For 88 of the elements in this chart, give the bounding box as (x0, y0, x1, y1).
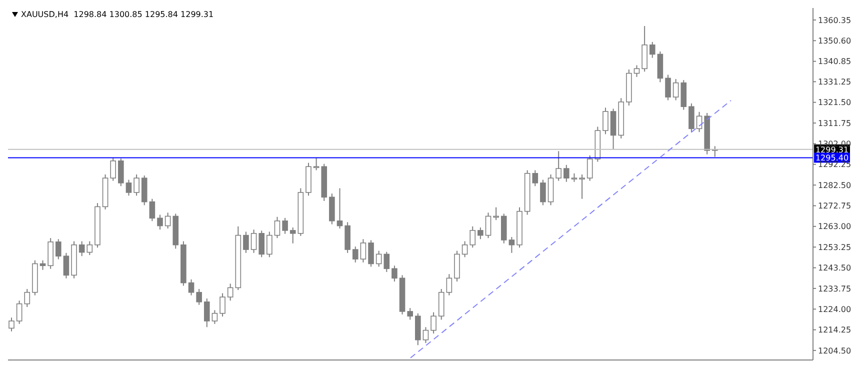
candlestick (649, 41, 656, 58)
candlestick (243, 231, 249, 254)
candlestick (500, 213, 507, 244)
candlestick (86, 240, 93, 256)
candlestick (313, 157, 320, 171)
candlestick (126, 179, 132, 196)
candlestick (586, 154, 593, 182)
candlestick (24, 288, 30, 308)
candlestick (610, 108, 616, 150)
candlestick (548, 174, 554, 206)
y-tick-label: 1243.50 (818, 264, 852, 273)
candlestick (212, 310, 218, 324)
candlestick (149, 198, 156, 222)
candlestick (564, 164, 570, 182)
candlestick (227, 283, 234, 302)
candlestick (63, 252, 70, 279)
y-tick-label: 1292.25 (818, 160, 852, 170)
candlestick (540, 179, 546, 206)
candlestick (16, 300, 22, 324)
candlestick (329, 193, 335, 225)
y-tick-label: 1321.50 (818, 98, 852, 108)
candlestick (642, 26, 648, 72)
candlestick (454, 250, 460, 282)
candlestick (352, 246, 358, 263)
candlestick (141, 175, 148, 206)
candlestick (384, 251, 390, 272)
candlestick (478, 226, 484, 240)
y-tick-label: 1253.25 (818, 242, 852, 252)
candlestick (188, 278, 194, 296)
y-tick-label: 1233.75 (818, 284, 852, 294)
candlestick (266, 231, 272, 258)
candlestick (493, 206, 499, 221)
y-tick-label: 1360.35 (818, 16, 852, 25)
y-tick-label: 1350.60 (818, 36, 852, 46)
candlestick (344, 222, 350, 254)
candlestick (48, 238, 54, 270)
y-tick-label: 1282.50 (818, 180, 852, 190)
candlestick (508, 236, 515, 254)
candlestick (556, 150, 562, 182)
candlestick (430, 312, 436, 334)
candlestick (164, 212, 171, 230)
candlestick (55, 238, 62, 260)
candlestick (634, 64, 640, 78)
candlestick (672, 78, 679, 101)
candlestick (462, 240, 468, 258)
candlestick (250, 229, 257, 254)
candlestick (532, 170, 538, 187)
candlestick (196, 288, 202, 306)
y-tick-label: 1224.00 (818, 304, 852, 314)
y-tick-label: 1311.75 (818, 118, 852, 128)
candlestick (485, 212, 492, 239)
candlestick (78, 240, 85, 257)
candlestick (360, 238, 366, 263)
y-tick-label: 1263.00 (818, 222, 852, 232)
candlestick (204, 298, 210, 328)
candlestick (376, 250, 382, 268)
candlestick (579, 174, 585, 200)
candlestick (438, 288, 444, 320)
candlestick (446, 274, 452, 296)
candlestick (657, 50, 664, 83)
candlestick (134, 174, 140, 196)
candlestick (220, 292, 226, 318)
candlestick (688, 102, 694, 133)
candlestick (665, 74, 671, 101)
candlestick (422, 326, 429, 344)
y-tick-label: 1272.75 (818, 202, 852, 211)
candlestick (415, 312, 421, 346)
candlestick (407, 308, 413, 320)
y-tick-label: 1204.50 (818, 346, 852, 356)
chart-title: XAUUSD,H4 1298.84 1300.85 1295.84 1299.31 (21, 10, 214, 19)
y-tick-label: 1214.25 (818, 326, 852, 335)
candlestick (368, 240, 374, 268)
candlestick (696, 111, 702, 133)
candlestick (110, 157, 116, 182)
candlestick (258, 230, 264, 258)
candlestick (282, 217, 288, 234)
candlestick (290, 226, 296, 244)
candlestick (336, 188, 343, 230)
candlestick (274, 216, 280, 239)
candlestick (392, 265, 398, 282)
candlestick (118, 158, 124, 187)
candlestick (157, 214, 163, 230)
candlestick (680, 80, 687, 110)
candlestick (602, 107, 608, 135)
y-tick-label: 1331.25 (818, 78, 852, 87)
candlestick (470, 226, 476, 248)
candlestick (40, 260, 46, 270)
y-tick-label: 1340.85 (818, 57, 852, 66)
